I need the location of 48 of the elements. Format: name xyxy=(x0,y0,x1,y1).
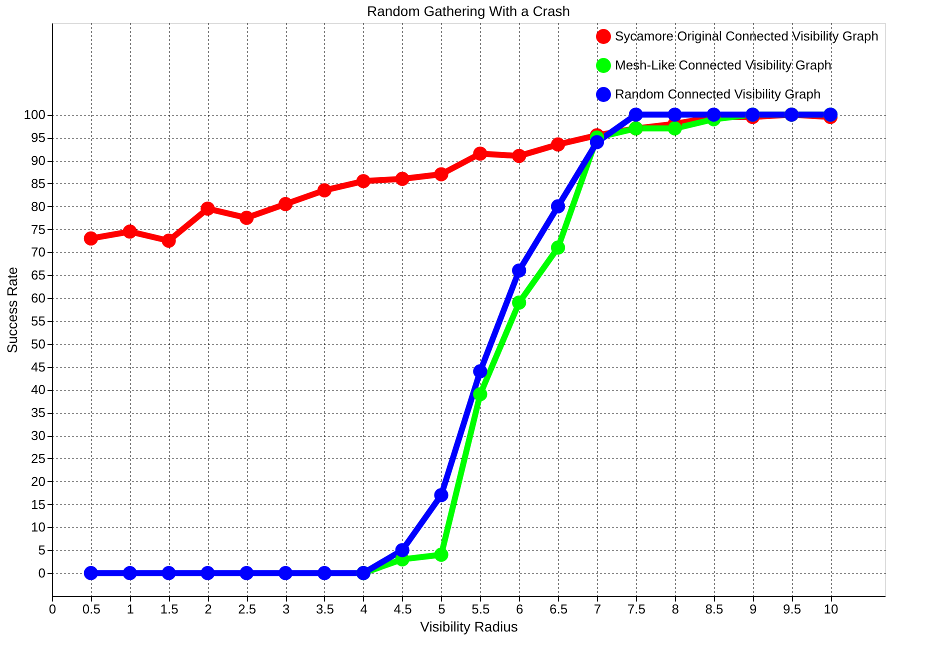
y-tick-label: 80 xyxy=(31,198,46,214)
x-tick-label: 7 xyxy=(594,602,602,616)
y-axis-title: Success Rate xyxy=(4,266,20,354)
x-tick-label: 7.5 xyxy=(627,602,646,616)
y-tick-label: 15 xyxy=(31,496,46,512)
x-tick-label: 5 xyxy=(438,602,446,616)
x-tick-label: 1.5 xyxy=(160,602,178,616)
x-tick-label: 0.5 xyxy=(82,602,100,616)
chart-title: Random Gathering With a Crash xyxy=(366,3,570,19)
legend-label: Random Connected Visibility Graph xyxy=(615,86,821,102)
y-tick-label: 100 xyxy=(24,107,46,122)
y-tick-label: 35 xyxy=(31,405,46,420)
y-tick-label: 60 xyxy=(31,290,46,306)
x-tick-label: 4.5 xyxy=(394,602,412,616)
y-tick-label: 55 xyxy=(31,313,46,328)
y-tick-label: 90 xyxy=(31,153,46,168)
y-tick-label: 85 xyxy=(31,176,46,191)
x-tick-label: 3 xyxy=(282,602,290,616)
y-tick-label: 70 xyxy=(31,244,46,260)
x-tick-label: 9 xyxy=(750,602,757,616)
legend-label: Sycamore Original Connected Visibility Graph xyxy=(615,28,878,44)
x-tick-label: 10 xyxy=(824,602,838,616)
y-tick-label: 40 xyxy=(31,382,46,398)
y-tick-label: 5 xyxy=(38,542,46,558)
x-tick-label: 8.5 xyxy=(705,602,724,616)
legend-label: Mesh-Like Connected Visibility Graph xyxy=(615,58,832,72)
y-tick-label: 65 xyxy=(31,268,46,283)
y-tick-label: 75 xyxy=(31,222,46,237)
y-tick-label: 0 xyxy=(38,566,46,581)
x-tick-label: 4 xyxy=(360,602,368,616)
x-tick-label: 2 xyxy=(204,602,212,616)
y-tick-label: 10 xyxy=(31,520,46,535)
y-tick-label: 45 xyxy=(31,359,46,374)
x-tick-label: 8 xyxy=(672,602,679,616)
x-tick-label: 2.5 xyxy=(238,602,256,616)
y-tick-label: 25 xyxy=(31,450,46,466)
x-tick-label: 3.5 xyxy=(316,602,334,616)
x-tick-label: 6 xyxy=(516,602,524,616)
x-tick-label: 1 xyxy=(126,602,134,616)
y-tick-label: 20 xyxy=(31,474,46,489)
x-tick-label: 0 xyxy=(48,602,56,616)
y-tick-label: 95 xyxy=(31,130,46,146)
y-tick-label: 30 xyxy=(31,428,46,444)
x-tick-label: 9.5 xyxy=(783,602,802,616)
x-axis-title: Visibility Radius xyxy=(420,618,518,634)
y-tick-label: 50 xyxy=(31,336,46,352)
x-tick-label: 5.5 xyxy=(472,602,490,616)
x-tick-label: 6.5 xyxy=(549,602,568,616)
